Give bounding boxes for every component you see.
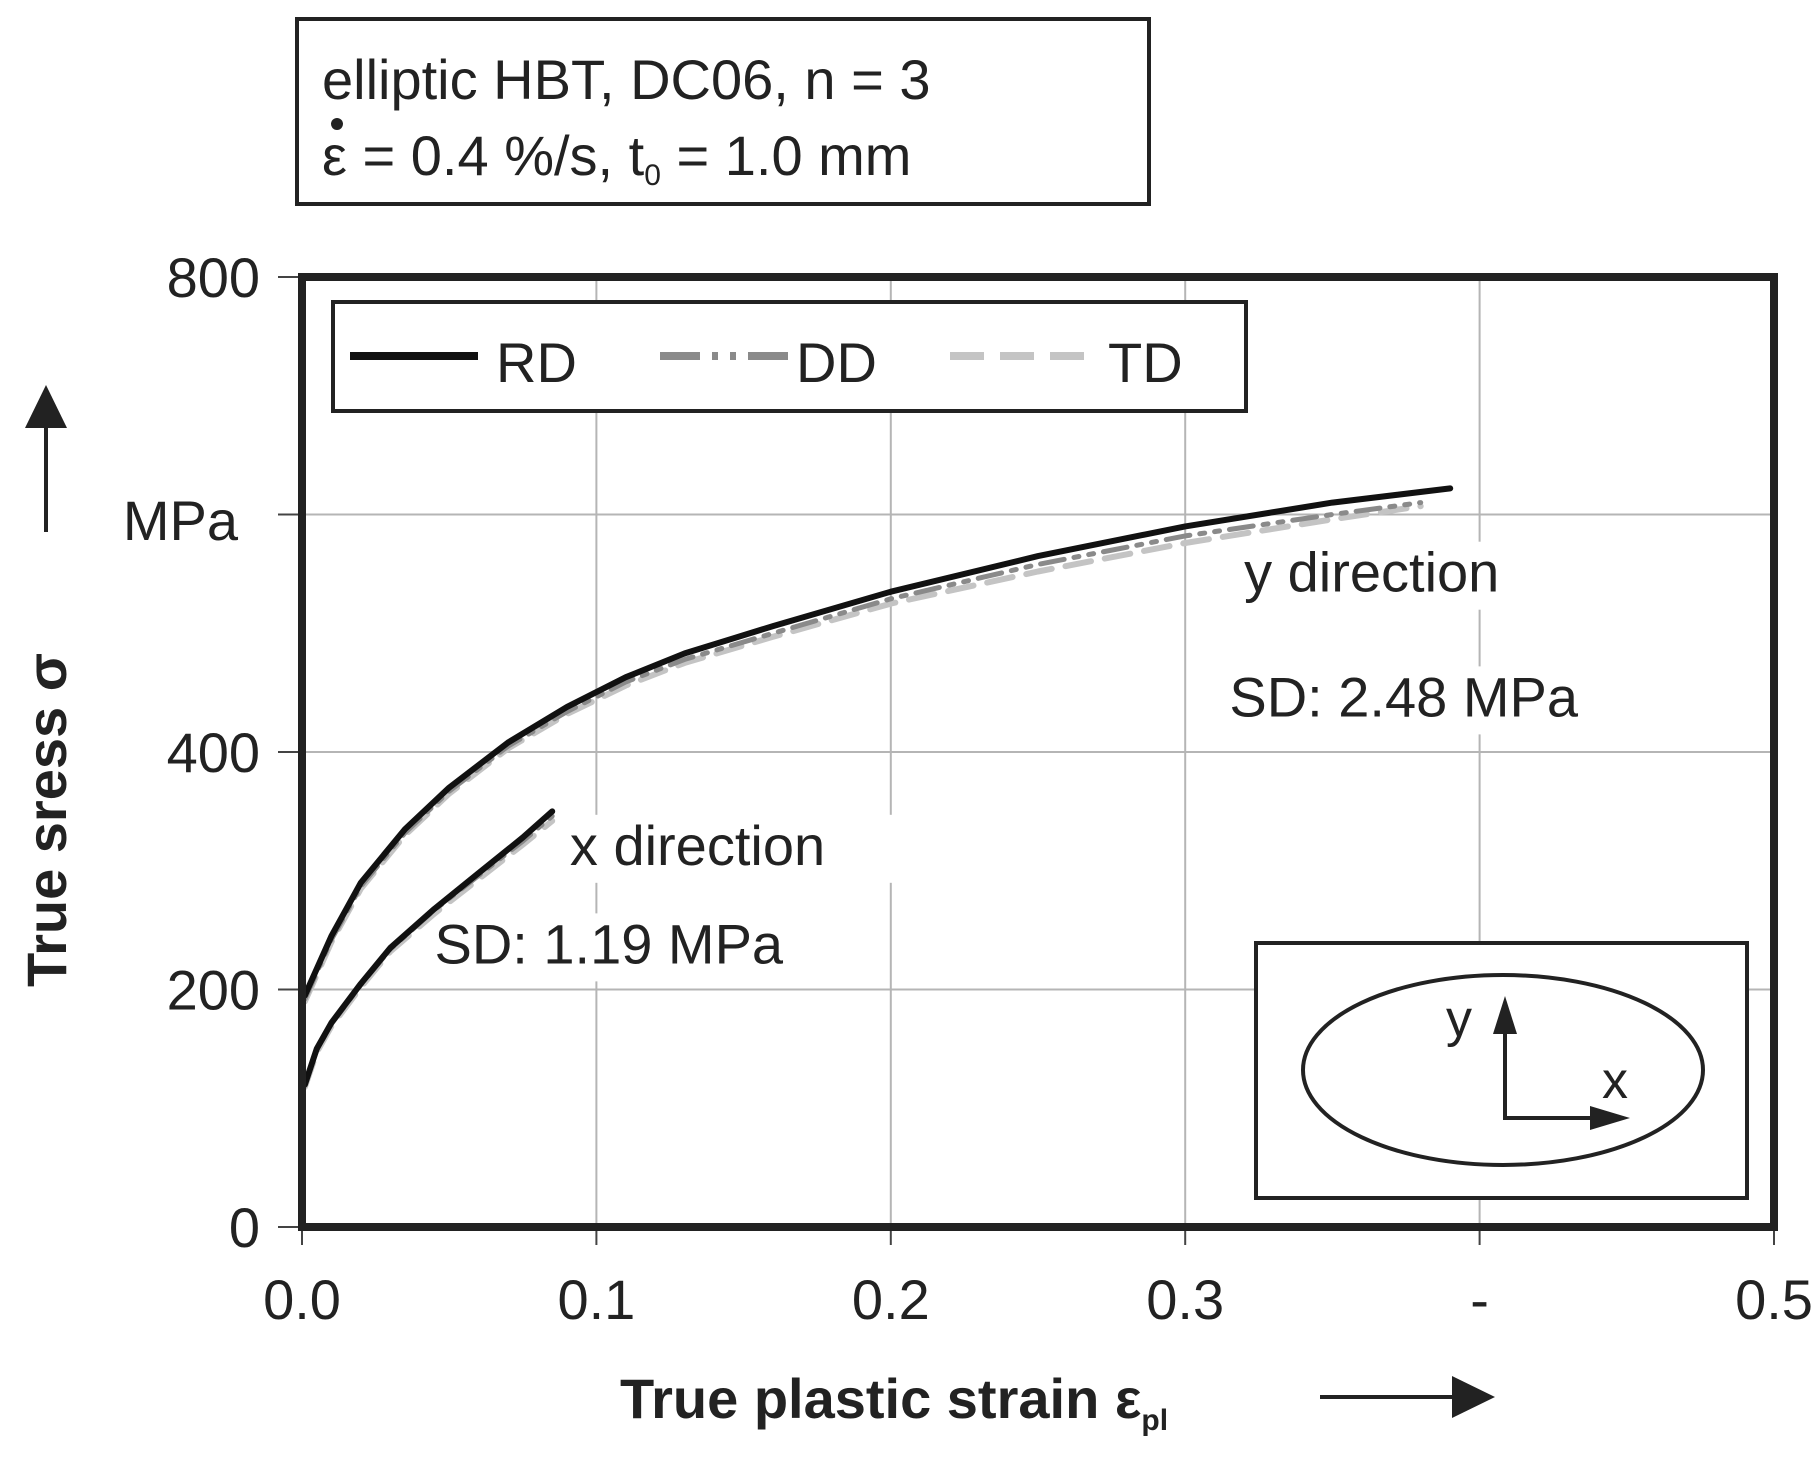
legend-label-dd: DD xyxy=(796,331,877,394)
info-box-line2: ε = 0.4 %/s, t0 = 1.0 mm xyxy=(322,124,911,192)
annotation-label: SD: 1.19 MPa xyxy=(434,912,783,975)
series-line-td-y-direction xyxy=(301,503,1424,1005)
strain-rate-symbol: ε xyxy=(322,124,347,187)
x-tick-label: 0.3 xyxy=(1146,1268,1224,1331)
data-series xyxy=(301,485,1454,1090)
info-box-frame xyxy=(295,17,1151,206)
series-line-rd-y-direction xyxy=(301,485,1454,999)
series-line-rd-x-direction xyxy=(301,808,556,1088)
inset-frame xyxy=(1254,941,1749,1200)
y-tick-label: 200 xyxy=(167,959,260,1022)
x-tick-label: 0.1 xyxy=(557,1268,635,1331)
x-axis-arrow xyxy=(1320,1376,1495,1418)
x-axis-label: True plastic strain εpl xyxy=(620,1367,1168,1437)
tick-labels: 0.0 0.1 0.2 0.3 - 0.5 0 200 400 800 xyxy=(167,246,1813,1331)
y-axis-label: True sress σ xyxy=(15,653,78,987)
y-axis-unit: MPa xyxy=(123,489,239,552)
annotation-background xyxy=(1236,541,1576,610)
ellipse-outline xyxy=(1301,973,1705,1167)
y-direction-arrowhead xyxy=(1493,996,1517,1034)
thickness-subscript: 0 xyxy=(644,159,661,192)
x-tick-label: - xyxy=(1470,1268,1489,1331)
x-axis-label-subscript: pl xyxy=(1141,1404,1168,1437)
plot-frame xyxy=(298,273,1778,1231)
inset-x-label: x xyxy=(1602,1052,1628,1110)
y-axis-arrow xyxy=(25,385,67,532)
legend-label-rd: RD xyxy=(496,331,577,394)
y-tick-label: 0 xyxy=(229,1196,260,1259)
y-tick-label: 800 xyxy=(167,246,260,309)
y-tick-label: 400 xyxy=(167,721,260,784)
x-tick-label: 0.5 xyxy=(1735,1268,1813,1331)
annotation-background xyxy=(561,814,901,883)
legend: RD DD TD xyxy=(331,300,1248,413)
specimen-inset: y x xyxy=(1254,941,1749,1200)
annotation-background xyxy=(426,913,795,982)
x-tick-label: 0.0 xyxy=(263,1268,341,1331)
annotation-label: SD: 2.48 MPa xyxy=(1229,665,1578,728)
annotations: y direction SD: 2.48 MPa x direction SD: 1.… xyxy=(426,541,1590,982)
inset-y-label: y xyxy=(1446,990,1472,1048)
info-box: elliptic HBT, DC06, n = 3 ε = 0.4 %/s, t… xyxy=(295,17,1151,206)
annotation-label: y direction xyxy=(1244,541,1499,604)
strain-rate-dot xyxy=(331,118,343,130)
annotation-background xyxy=(1221,666,1590,735)
legend-label-td: TD xyxy=(1108,331,1183,394)
info-box-line1: elliptic HBT, DC06, n = 3 xyxy=(322,48,930,111)
annotation-label: x direction xyxy=(570,814,825,877)
legend-frame xyxy=(331,300,1248,413)
x-tick-label: 0.2 xyxy=(852,1268,930,1331)
x-direction-arrowhead xyxy=(1590,1106,1630,1130)
